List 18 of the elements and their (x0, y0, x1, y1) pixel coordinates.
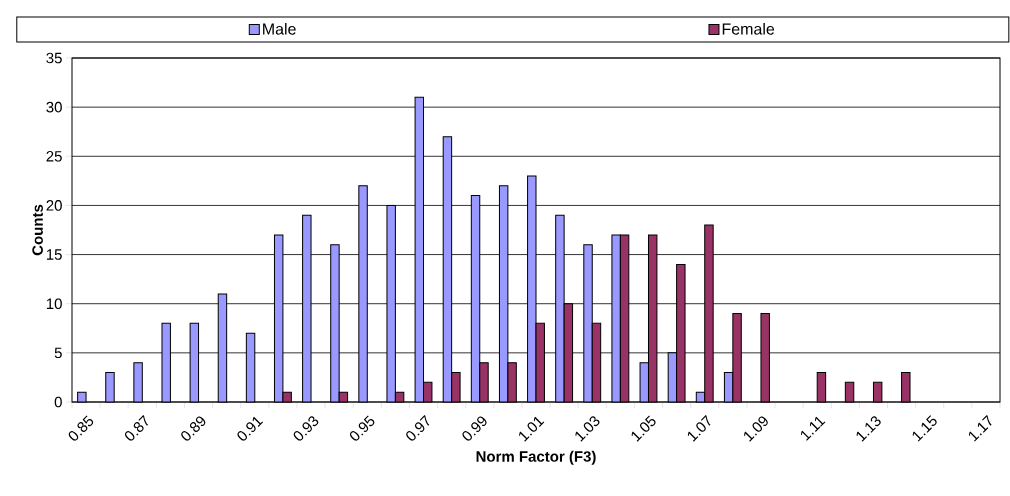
x-tick-label: 0.89 (181, 416, 206, 441)
y-tick-label: 35 (46, 52, 62, 64)
y-tick-label: 0 (54, 396, 62, 408)
x-tick-label: 0.93 (293, 416, 319, 441)
y-tick-label: 10 (46, 298, 62, 310)
x-tick-label: 0.99 (462, 416, 487, 441)
legend-label: Female (722, 22, 775, 35)
x-tick-label: 1.11 (800, 416, 826, 441)
legend-label: Male (263, 22, 296, 35)
y-tick-label: 15 (46, 249, 62, 260)
y-tick-label: 25 (46, 150, 62, 162)
y-tick-label: 5 (54, 347, 62, 359)
x-tick-label: 0.91 (237, 416, 264, 441)
y-tick-label: 20 (46, 200, 62, 211)
x-tick-label: 1.01 (519, 416, 545, 442)
y-axis-title: Counts (32, 204, 43, 256)
y-tick-label: 30 (46, 101, 62, 113)
x-axis-title: Norm Factor (F3) (476, 450, 596, 465)
